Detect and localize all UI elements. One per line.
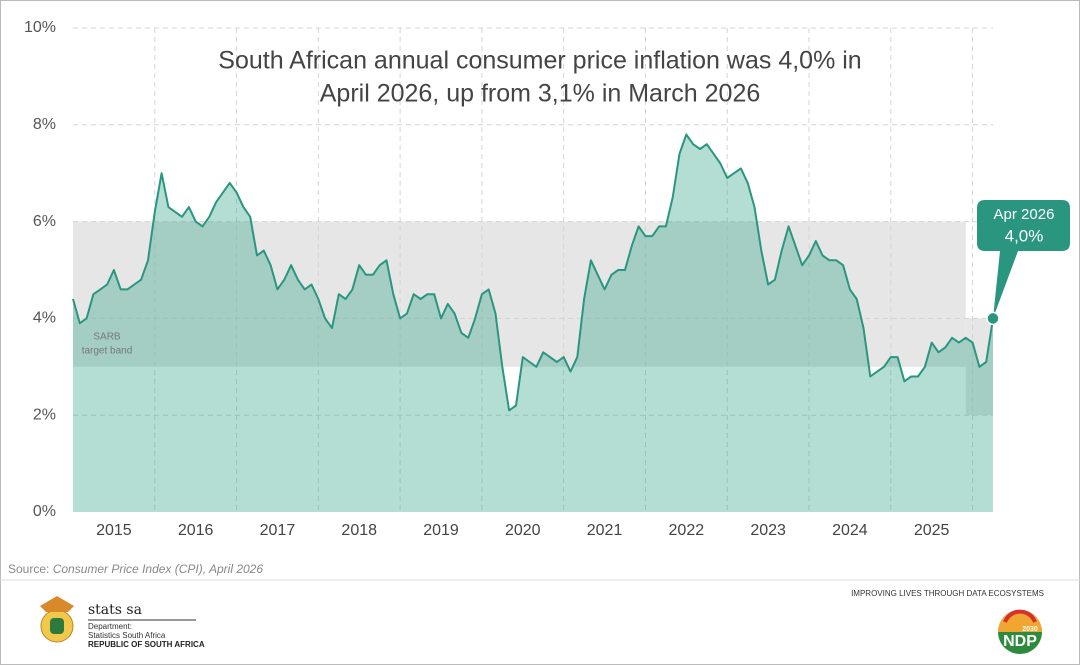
last-point: [986, 311, 1000, 326]
y-tick-label: 10%: [24, 19, 56, 36]
chart-title: April 2026, up from 3,1% in March 2026: [320, 80, 761, 108]
department: Department:: [88, 622, 132, 631]
x-tick-label: 2025: [914, 522, 950, 539]
band-label: target band: [82, 346, 133, 357]
y-tick-label: 4%: [33, 310, 56, 327]
source-label: Source:: [8, 562, 49, 576]
slogan: IMPROVING LIVES THROUGH DATA ECOSYSTEMS: [851, 589, 1044, 598]
y-tick-label: 2%: [33, 406, 56, 423]
plot: 0% 2% 4% 6% 8% 10% 2015 2016 2017 2018 2019 2020 202…: [24, 19, 1070, 539]
logo-name: stats sa: [88, 602, 142, 618]
source-text: Consumer Price Index (CPI), April 2026: [53, 562, 264, 576]
callout-value: 4,0%: [1005, 226, 1044, 245]
callout-label: Apr 2026: [994, 206, 1055, 223]
x-tick-label: 2016: [178, 522, 214, 539]
x-tick-label: 2019: [423, 522, 459, 539]
department: REPUBLIC OF SOUTH AFRICA: [88, 640, 205, 649]
x-tick-label: 2023: [750, 522, 786, 539]
area: [73, 134, 993, 512]
x-tick-label: 2017: [260, 522, 296, 539]
ndp-year: 2030: [1022, 626, 1038, 633]
line: [72, 133, 994, 412]
ndp: NDP: [1003, 633, 1037, 650]
x-tick-label: 2022: [669, 522, 705, 539]
coat-of-arms: [40, 596, 74, 643]
source: Source: Consumer Price Index (CPI), Apri…: [8, 562, 263, 576]
band-label: SARB: [93, 332, 121, 343]
callout-box: [977, 200, 1070, 319]
ndp-logo: [998, 609, 1042, 654]
x-tick-label: 2024: [832, 522, 868, 539]
x-tick-label: 2018: [341, 522, 377, 539]
x-tick-label: 2020: [505, 522, 541, 539]
y-tick-label: 6%: [33, 213, 56, 230]
x-tick-label: 2021: [587, 522, 623, 539]
x-tick-label: 2015: [96, 522, 132, 539]
chart-title: South African annual consumer price infl…: [218, 47, 861, 75]
y-tick-label: 8%: [33, 116, 56, 133]
department: Statistics South Africa: [88, 631, 166, 640]
y-tick-label: 0%: [33, 503, 56, 520]
